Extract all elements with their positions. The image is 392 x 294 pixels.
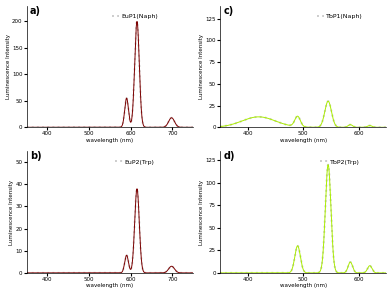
X-axis label: wavelength (nm): wavelength (nm): [86, 283, 134, 288]
Y-axis label: Luminescence Intensity: Luminescence Intensity: [9, 180, 14, 245]
Text: d): d): [223, 151, 235, 161]
Legend: EuP1(Naph): EuP1(Naph): [109, 11, 160, 21]
Y-axis label: Luminescence Intensity: Luminescence Intensity: [199, 34, 204, 99]
Legend: TbP2(Trp): TbP2(Trp): [318, 157, 362, 167]
X-axis label: wavelength (nm): wavelength (nm): [279, 138, 327, 143]
Y-axis label: Luminescence Intensity: Luminescence Intensity: [199, 180, 204, 245]
X-axis label: wavelength (nm): wavelength (nm): [279, 283, 327, 288]
Legend: TbP1(Naph): TbP1(Naph): [314, 11, 365, 21]
Text: a): a): [30, 6, 41, 16]
Y-axis label: Luminescence Intensity: Luminescence Intensity: [5, 34, 11, 99]
Text: b): b): [30, 151, 42, 161]
X-axis label: wavelength (nm): wavelength (nm): [86, 138, 134, 143]
Legend: EuP2(Trp): EuP2(Trp): [113, 157, 157, 167]
Text: c): c): [223, 6, 233, 16]
